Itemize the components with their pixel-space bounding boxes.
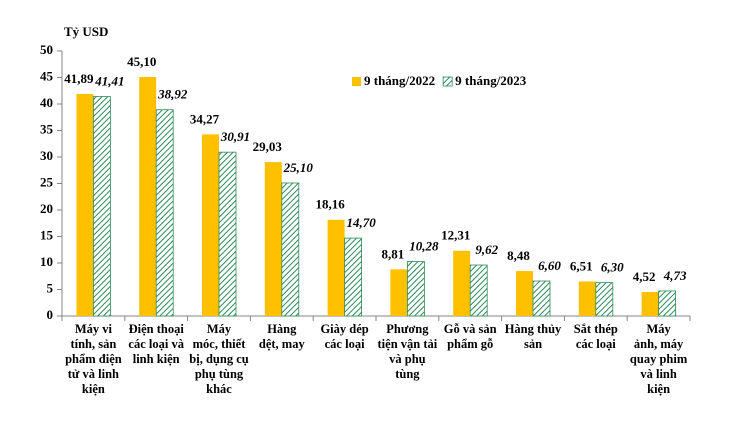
bar — [76, 93, 94, 316]
bar — [155, 109, 174, 317]
value-label: 29,03 — [253, 139, 283, 154]
y-tick-label: 25 — [40, 174, 54, 189]
x-tick-label: Sắt thép các loại — [573, 322, 618, 351]
value-label: 9,62 — [475, 242, 498, 257]
bar — [658, 290, 676, 317]
y-tick-label: 30 — [40, 148, 53, 163]
y-tick-label: 15 — [40, 227, 54, 242]
bar — [453, 250, 471, 316]
value-label: 10,28 — [409, 239, 439, 254]
bar — [469, 264, 488, 317]
legend-swatch — [352, 77, 361, 86]
value-label: 12,31 — [441, 228, 470, 243]
value-label: 18,16 — [315, 197, 345, 212]
bar — [516, 271, 533, 316]
value-label: 14,70 — [346, 215, 376, 230]
y-tick-label: 20 — [40, 201, 53, 216]
value-label: 4,52 — [633, 269, 656, 284]
y-tick-label: 45 — [40, 68, 54, 83]
bar — [390, 269, 408, 316]
y-tick-label: 40 — [40, 95, 53, 110]
bar — [327, 219, 345, 316]
bar — [281, 182, 300, 317]
value-label: 41,41 — [94, 74, 124, 89]
bar — [344, 237, 363, 317]
bar — [93, 96, 111, 317]
x-tick-label: Hàng dệt, may — [258, 322, 305, 351]
legend-swatch — [442, 76, 453, 87]
x-tick-label: Điện thoại các loại và linh kiện — [128, 322, 184, 366]
value-label: 45,10 — [127, 54, 156, 69]
x-tick-label: Gỗ và sản phẩm gỗ — [443, 322, 497, 351]
y-tick-label: 50 — [40, 42, 53, 57]
x-tick-label: Máy vi tính, sản phẩm điện tử và linh ki… — [65, 322, 122, 396]
legend-label: 9 tháng/2022 — [364, 73, 435, 88]
x-tick-label: Máy móc, thiết bị, dụng cụ phụ tùng khác — [189, 322, 249, 396]
value-label: 41,89 — [64, 71, 94, 86]
bar — [595, 282, 614, 317]
x-tick-label: Hàng thủy sản — [504, 322, 562, 351]
legend-label: 9 tháng/2023 — [455, 73, 527, 88]
bar — [202, 134, 219, 316]
value-label: 8,48 — [507, 248, 530, 263]
bar — [406, 261, 425, 317]
y-tick-label: 5 — [47, 280, 54, 295]
value-label: 30,91 — [220, 129, 250, 144]
value-label: 8,81 — [382, 246, 405, 261]
value-label: 38,92 — [157, 87, 188, 102]
bar — [139, 76, 157, 316]
value-label: 6,60 — [538, 258, 561, 273]
value-label: 25,10 — [283, 160, 314, 175]
bar — [218, 151, 237, 317]
value-label: 4,73 — [663, 268, 687, 283]
x-tick-label: Giày dép các loại — [320, 322, 369, 351]
bar — [641, 292, 659, 316]
value-label: 34,27 — [190, 111, 220, 126]
x-tick-label: Phương tiện vận tải và phụ tùng — [377, 322, 438, 381]
bar — [578, 281, 596, 316]
y-tick-label: 10 — [40, 254, 53, 269]
bar — [264, 162, 282, 316]
x-tick-label: Máy ảnh, máy quay phim và linh kiện — [629, 322, 688, 396]
value-label: 6,51 — [570, 258, 593, 273]
y-tick-label: 0 — [47, 307, 54, 322]
value-label: 6,30 — [601, 260, 624, 275]
y-tick-label: 35 — [40, 121, 54, 136]
y-axis-label: Tỷ USD — [64, 24, 108, 39]
bar — [532, 280, 551, 317]
